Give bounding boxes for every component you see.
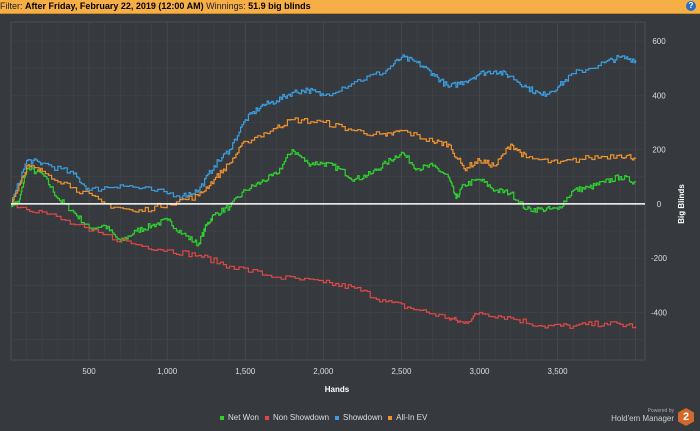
filter-value: After Friday, February 22, 2019 (12:00 A… <box>25 1 204 11</box>
y-axis-label: Big Blinds <box>677 184 686 224</box>
x-tick-label: 1,500 <box>235 367 256 376</box>
x-tick-label: 1,000 <box>157 367 178 376</box>
legend-item[interactable]: Showdown <box>335 413 382 422</box>
legend-swatch <box>220 415 224 420</box>
legend-swatch <box>388 415 393 420</box>
filter-label: Filter: <box>0 1 23 11</box>
x-tick-label: 3,000 <box>469 367 490 376</box>
series-line-all-in-ev <box>11 117 637 213</box>
legend-label: All-In EV <box>396 413 428 422</box>
legend-swatch <box>264 415 269 420</box>
x-tick-label: 2,000 <box>313 367 334 376</box>
series-line-non-showdown <box>11 203 637 329</box>
legend-swatch <box>335 415 340 420</box>
hm2-logo: 2 <box>678 408 694 426</box>
y-tick-label: 200 <box>652 146 666 155</box>
y-tick-label: 600 <box>652 37 666 46</box>
winnings-value: 51.9 big blinds <box>248 1 311 11</box>
winnings-label: Winnings: <box>206 1 246 11</box>
legend-label: Net Won <box>228 413 259 422</box>
powered-by: Powered by <box>647 408 674 414</box>
legend-item[interactable]: Non Showdown <box>264 413 330 422</box>
y-tick-label: -200 <box>651 254 668 263</box>
x-axis-label: Hands <box>325 385 350 394</box>
series-line-net-won <box>11 149 637 247</box>
x-tick-label: 2,500 <box>391 367 412 376</box>
x-tick-label: 3,500 <box>548 367 569 376</box>
y-tick-label: -400 <box>651 308 668 317</box>
legend: Net Won Non Showdown Showdown All-In EV <box>220 413 433 422</box>
legend-label: Non Showdown <box>272 413 330 422</box>
legend-item[interactable]: All-In EV <box>388 413 427 422</box>
filter-bar: Filter: After Friday, February 22, 2019 … <box>0 0 700 14</box>
y-tick-label: 0 <box>657 200 662 209</box>
series-line-showdown <box>11 54 637 205</box>
brand-name: Hold'em Manager <box>611 414 674 423</box>
plot-area <box>10 21 646 361</box>
x-tick-label: 500 <box>82 367 96 376</box>
help-icon[interactable]: ? <box>686 1 696 11</box>
legend-label: Showdown <box>343 413 383 422</box>
brand: Powered by Hold'em Manager <box>611 408 674 423</box>
y-tick-label: 400 <box>652 91 666 100</box>
legend-item[interactable]: Net Won <box>220 413 259 422</box>
